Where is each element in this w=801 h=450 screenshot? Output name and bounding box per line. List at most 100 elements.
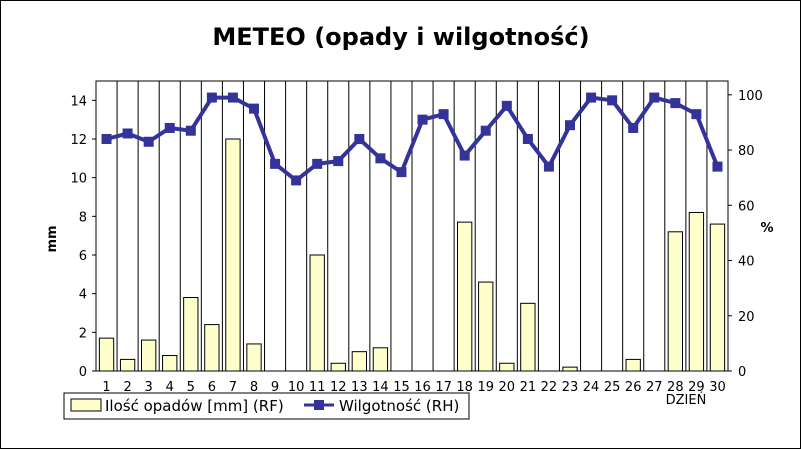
humidity-point bbox=[712, 161, 723, 172]
rainfall-bar bbox=[119, 358, 136, 372]
humidity-point bbox=[291, 175, 302, 186]
x-tick-label: 26 bbox=[625, 380, 642, 395]
x-tick-label: 4 bbox=[166, 380, 174, 395]
x-tick-label: 28 bbox=[667, 380, 684, 395]
x-tick-label: 17 bbox=[435, 380, 452, 395]
y2-tick-label: 60 bbox=[738, 199, 755, 214]
humidity-point bbox=[586, 92, 597, 103]
x-tick-label: 10 bbox=[288, 380, 305, 395]
legend-bar-label: Ilość opadów [mm] (RF) bbox=[105, 397, 284, 415]
x-tick-label: 16 bbox=[414, 380, 431, 395]
humidity-point bbox=[101, 134, 112, 144]
chart-title: METEO (opady i wilgotność) bbox=[212, 23, 589, 51]
humidity-point bbox=[270, 158, 281, 169]
x-tick-label: 12 bbox=[330, 380, 347, 395]
rainfall-bar bbox=[625, 358, 641, 372]
y-tick-label: 8 bbox=[79, 210, 87, 225]
humidity-point bbox=[501, 100, 512, 111]
humidity-point bbox=[206, 92, 217, 103]
rainfall-bar bbox=[457, 221, 473, 372]
y-tick-label: 12 bbox=[70, 133, 87, 148]
y-axis-ticks: 0 2 4 6 8 10 12 14 bbox=[70, 94, 96, 380]
y2-tick-label: 40 bbox=[738, 255, 755, 270]
humidity-point bbox=[354, 134, 365, 144]
rainfall-bar bbox=[709, 223, 726, 372]
y2-tick-label: 100 bbox=[738, 89, 763, 104]
y-tick-label: 6 bbox=[79, 249, 87, 264]
x-tick-label: 23 bbox=[562, 380, 579, 395]
x-tick-label: 18 bbox=[456, 380, 473, 395]
axes bbox=[95, 80, 729, 372]
rainfall-bar bbox=[520, 302, 536, 372]
rainfall-bar bbox=[309, 254, 325, 372]
y2-tick-label: 80 bbox=[738, 144, 755, 159]
rainfall-bar bbox=[330, 362, 346, 372]
humidity-point bbox=[122, 128, 133, 139]
x-tick-label: 7 bbox=[229, 380, 237, 395]
x-tick-label: 27 bbox=[646, 380, 663, 395]
y2-axis-label: % bbox=[760, 221, 773, 236]
rainfall-bar bbox=[246, 343, 262, 372]
rainfall-bar bbox=[372, 347, 389, 372]
x-tick-label: 22 bbox=[541, 380, 558, 395]
humidity-point bbox=[375, 153, 386, 164]
legend-line-label: Wilgotność (RH) bbox=[339, 397, 459, 415]
legend-line-marker bbox=[314, 400, 324, 410]
x-axis-label: DZIEŃ bbox=[666, 392, 707, 408]
x-tick-label: 21 bbox=[520, 380, 537, 395]
x-tick-label: 5 bbox=[187, 380, 195, 395]
rainfall-bar bbox=[351, 351, 367, 372]
legend: Ilość opadów [mm] (RF) Wilgotność (RH) bbox=[63, 392, 470, 420]
x-tick-label: 3 bbox=[145, 380, 153, 395]
humidity-point bbox=[543, 161, 554, 172]
humidity-point bbox=[249, 103, 259, 114]
humidity-point bbox=[417, 114, 428, 125]
y-tick-label: 14 bbox=[70, 94, 87, 109]
humidity-point bbox=[312, 158, 323, 169]
humidity-point bbox=[607, 95, 618, 106]
rainfall-bar bbox=[204, 324, 220, 372]
x-tick-label: 6 bbox=[208, 380, 216, 395]
y2-tick-label: 20 bbox=[738, 310, 755, 325]
x-tick-label: 8 bbox=[250, 380, 258, 395]
rainfall-bar bbox=[225, 138, 241, 372]
x-tick-label: 15 bbox=[393, 380, 410, 395]
x-tick-label: 19 bbox=[477, 380, 494, 395]
x-tick-label: 24 bbox=[583, 380, 600, 395]
x-tick-label: 30 bbox=[709, 380, 726, 395]
y-tick-label: 0 bbox=[79, 365, 87, 380]
rainfall-bar bbox=[478, 281, 494, 372]
rainfall-bar bbox=[499, 362, 515, 372]
x-tick-label: 13 bbox=[351, 380, 368, 395]
x-tick-label: 14 bbox=[372, 380, 389, 395]
humidity-point bbox=[185, 125, 196, 136]
x-axis-ticks: 1 2 3 4 5 6 7 8 9 10 11 12 13 14 15 16 17 18 19 20 21 22 23 24 2… bbox=[102, 380, 725, 395]
humidity-point bbox=[522, 134, 533, 144]
legend-box bbox=[63, 392, 470, 420]
rainfall-bar bbox=[562, 366, 578, 372]
x-tick-label: 25 bbox=[604, 380, 621, 395]
rainfall-bar bbox=[688, 211, 705, 372]
humidity-point bbox=[480, 125, 491, 136]
y2-tick-label: 0 bbox=[738, 365, 746, 380]
humidity-point bbox=[333, 156, 344, 167]
x-tick-label: 11 bbox=[309, 380, 326, 395]
legend-bar-swatch bbox=[70, 398, 102, 412]
humidity-point bbox=[164, 122, 175, 133]
rainfall-bar bbox=[162, 355, 178, 372]
y-tick-label: 4 bbox=[79, 288, 87, 303]
x-tick-label: 2 bbox=[123, 380, 131, 395]
y-axis-label: mm bbox=[45, 225, 60, 252]
x-tick-label: 20 bbox=[499, 380, 516, 395]
x-tick-label: 29 bbox=[688, 380, 705, 395]
rainfall-bar bbox=[667, 231, 683, 372]
y2-axis-ticks: 0 20 40 60 80 100 bbox=[728, 89, 763, 380]
humidity-point bbox=[396, 167, 407, 178]
humidity-point bbox=[670, 98, 681, 109]
y-tick-label: 2 bbox=[79, 326, 87, 341]
humidity-point bbox=[649, 92, 660, 103]
humidity-point bbox=[691, 109, 702, 120]
humidity-point bbox=[143, 136, 154, 147]
bar-series bbox=[98, 138, 726, 372]
